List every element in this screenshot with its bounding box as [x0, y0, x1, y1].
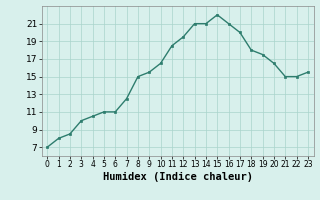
X-axis label: Humidex (Indice chaleur): Humidex (Indice chaleur) [103, 172, 252, 182]
